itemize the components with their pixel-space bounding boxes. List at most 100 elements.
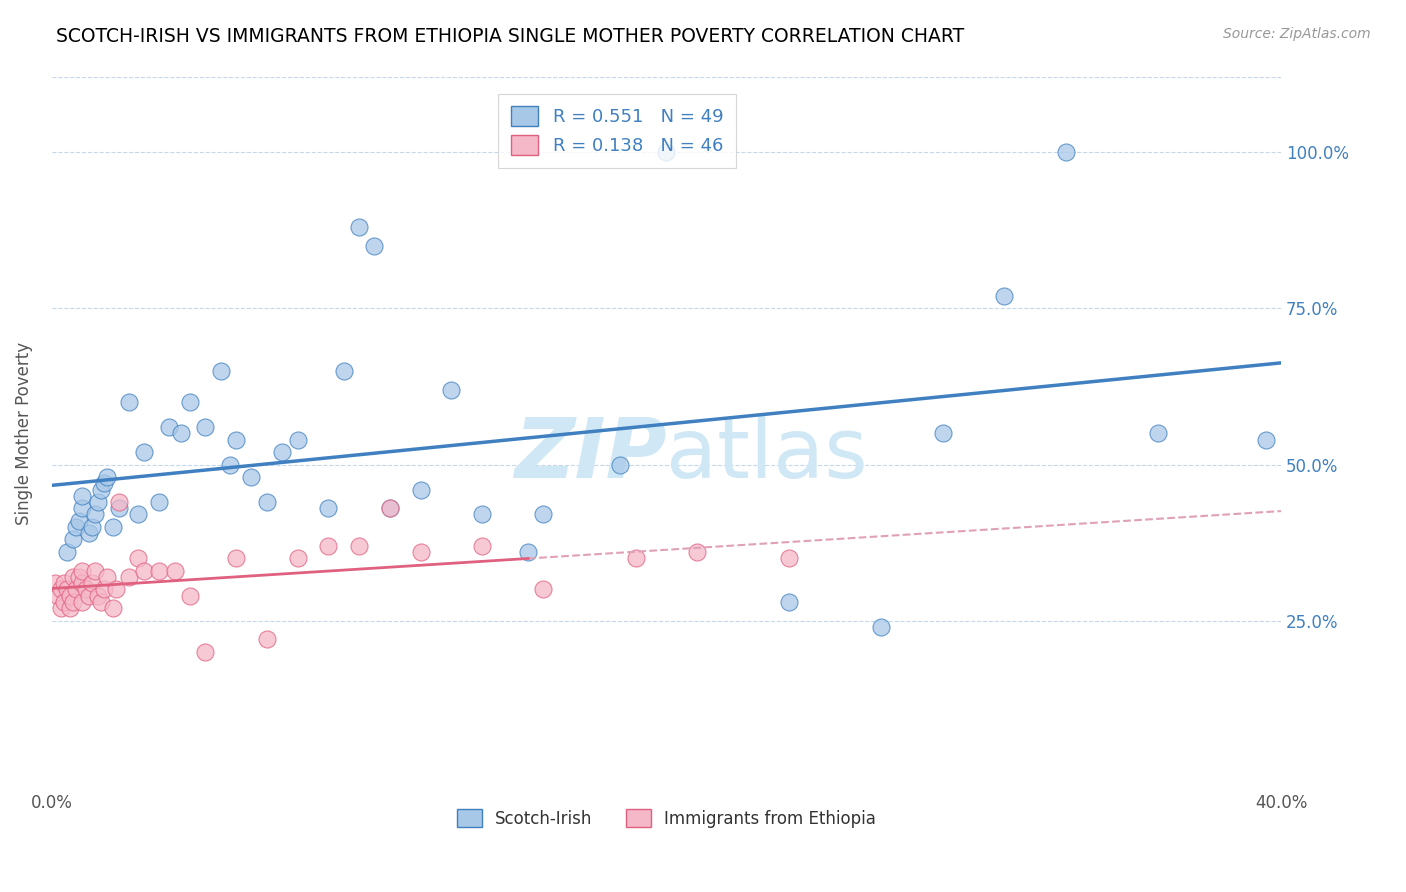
Point: [108, 495, 131, 509]
Point: [96, 570, 118, 584]
Point: [59, 601, 82, 615]
Point: [1054, 145, 1077, 160]
Point: [225, 433, 247, 447]
Point: [179, 395, 201, 409]
Point: [533, 582, 555, 597]
Point: [932, 426, 955, 441]
Point: [77, 526, 100, 541]
Point: [65, 582, 87, 597]
Point: [93, 582, 115, 597]
Point: [993, 289, 1015, 303]
Point: [194, 420, 217, 434]
Point: [1147, 426, 1170, 441]
Point: [53, 595, 76, 609]
Point: [46, 589, 69, 603]
Point: [347, 539, 370, 553]
Point: [170, 426, 193, 441]
Point: [409, 545, 432, 559]
Point: [132, 445, 155, 459]
Point: [90, 595, 112, 609]
Point: [127, 551, 149, 566]
Point: [870, 620, 893, 634]
Point: [49, 601, 72, 615]
Point: [157, 420, 180, 434]
Point: [62, 533, 84, 547]
Point: [132, 564, 155, 578]
Point: [225, 551, 247, 566]
Point: [72, 576, 94, 591]
Point: [67, 514, 90, 528]
Point: [347, 220, 370, 235]
Point: [378, 501, 401, 516]
Point: [87, 495, 110, 509]
Legend: Scotch-Irish, Immigrants from Ethiopia: Scotch-Irish, Immigrants from Ethiopia: [450, 803, 883, 834]
Point: [148, 495, 170, 509]
Point: [93, 476, 115, 491]
Point: [90, 483, 112, 497]
Point: [103, 601, 125, 615]
Point: [62, 570, 84, 584]
Point: [127, 508, 149, 522]
Point: [103, 520, 125, 534]
Point: [72, 595, 94, 609]
Point: [287, 433, 309, 447]
Point: [75, 582, 97, 597]
Point: [72, 501, 94, 516]
Point: [318, 539, 340, 553]
Point: [318, 501, 340, 516]
Text: SCOTCH-IRISH VS IMMIGRANTS FROM ETHIOPIA SINGLE MOTHER POVERTY CORRELATION CHART: SCOTCH-IRISH VS IMMIGRANTS FROM ETHIOPIA…: [56, 27, 965, 45]
Point: [105, 582, 128, 597]
Point: [80, 576, 103, 591]
Point: [56, 582, 79, 597]
Point: [609, 458, 631, 472]
Point: [194, 645, 217, 659]
Point: [117, 570, 139, 584]
Point: [72, 564, 94, 578]
Point: [179, 589, 201, 603]
Point: [163, 564, 186, 578]
Point: [517, 545, 540, 559]
Text: ZIP: ZIP: [513, 414, 666, 495]
Point: [209, 364, 232, 378]
Point: [65, 520, 87, 534]
Y-axis label: Single Mother Poverty: Single Mother Poverty: [15, 342, 32, 524]
Point: [1254, 433, 1277, 447]
Point: [108, 501, 131, 516]
Point: [56, 545, 79, 559]
Point: [655, 145, 678, 160]
Point: [72, 489, 94, 503]
Point: [378, 501, 401, 516]
Point: [83, 564, 105, 578]
Point: [148, 564, 170, 578]
Point: [49, 582, 72, 597]
Point: [533, 508, 555, 522]
Point: [256, 495, 278, 509]
Point: [471, 539, 494, 553]
Point: [96, 470, 118, 484]
Text: atlas: atlas: [666, 414, 868, 495]
Point: [67, 570, 90, 584]
Point: [778, 551, 800, 566]
Point: [117, 395, 139, 409]
Point: [409, 483, 432, 497]
Point: [363, 239, 385, 253]
Point: [240, 470, 263, 484]
Point: [624, 551, 647, 566]
Point: [256, 632, 278, 647]
Point: [44, 576, 66, 591]
Point: [686, 545, 709, 559]
Point: [219, 458, 242, 472]
Point: [62, 595, 84, 609]
Point: [471, 508, 494, 522]
Point: [287, 551, 309, 566]
Point: [83, 508, 105, 522]
Point: [59, 589, 82, 603]
Point: [778, 595, 800, 609]
Point: [77, 589, 100, 603]
Point: [440, 383, 463, 397]
Point: [53, 576, 76, 591]
Point: [80, 520, 103, 534]
Point: [332, 364, 354, 378]
Point: [87, 589, 110, 603]
Text: Source: ZipAtlas.com: Source: ZipAtlas.com: [1223, 27, 1371, 41]
